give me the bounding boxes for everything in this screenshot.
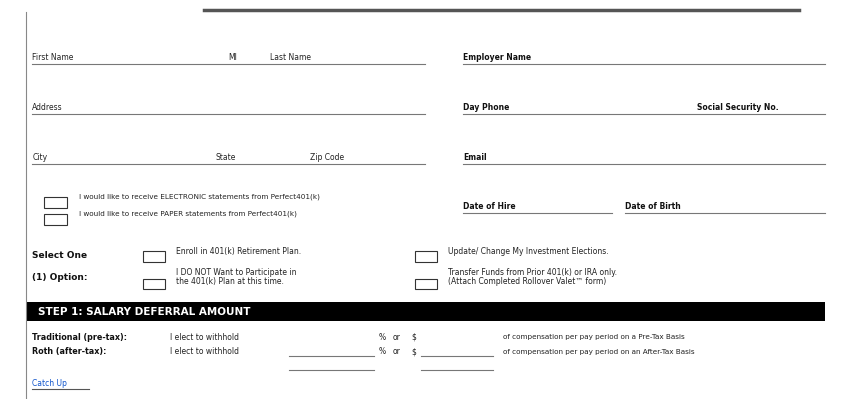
Text: State: State [215,152,235,162]
Text: STEP 1: SALARY DEFERRAL AMOUNT: STEP 1: SALARY DEFERRAL AMOUNT [38,306,251,317]
Text: $: $ [411,333,416,342]
Text: %: % [378,348,385,356]
Text: the 401(k) Plan at this time.: the 401(k) Plan at this time. [176,277,284,286]
Text: Date of Hire: Date of Hire [463,202,516,211]
Text: Employer Name: Employer Name [463,53,531,62]
Text: Catch Up: Catch Up [32,379,67,388]
Text: Email: Email [463,152,487,162]
Text: $: $ [411,348,416,356]
Text: of compensation per pay period on a Pre-Tax Basis: of compensation per pay period on a Pre-… [503,334,685,340]
Text: Roth (after-tax):: Roth (after-tax): [32,348,107,356]
Text: City: City [32,152,48,162]
Text: Select One: Select One [32,251,88,260]
Text: Last Name: Last Name [270,53,311,62]
Text: Day Phone: Day Phone [463,103,510,112]
Text: I elect to withhold: I elect to withhold [170,333,239,342]
Text: or: or [393,333,400,342]
Text: Social Security No.: Social Security No. [697,103,779,112]
Bar [415,279,438,289]
Text: I DO NOT Want to Participate in: I DO NOT Want to Participate in [176,269,297,277]
Text: First Name: First Name [32,53,74,62]
Bar [44,214,67,225]
Text: Date of Birth: Date of Birth [625,202,681,211]
Text: I would like to receive ELECTRONIC statements from Perfect401(k): I would like to receive ELECTRONIC state… [79,193,320,200]
Text: of compensation per pay period on an After-Tax Basis: of compensation per pay period on an Aft… [503,349,694,355]
Text: %: % [378,333,385,342]
Text: or: or [393,348,400,356]
Text: I would like to receive PAPER statements from Perfect401(k): I would like to receive PAPER statements… [79,210,297,217]
Text: Traditional (pre-tax):: Traditional (pre-tax): [32,333,127,342]
Text: Zip Code: Zip Code [310,152,344,162]
Text: (1) Option:: (1) Option: [32,273,88,282]
Text: Enroll in 401(k) Retirement Plan.: Enroll in 401(k) Retirement Plan. [176,247,301,256]
Text: I elect to withhold: I elect to withhold [170,348,239,356]
Bar [143,251,166,261]
Bar [26,302,824,321]
Bar [415,251,438,261]
Text: Update/ Change My Investment Elections.: Update/ Change My Investment Elections. [448,247,609,256]
Text: (Attach Completed Rollover Valet™ form): (Attach Completed Rollover Valet™ form) [448,277,606,286]
Text: Transfer Funds from Prior 401(k) or IRA only.: Transfer Funds from Prior 401(k) or IRA … [448,269,617,277]
Text: Address: Address [32,103,63,112]
Bar [143,279,166,289]
Text: MI: MI [228,53,236,62]
Bar [44,197,67,207]
